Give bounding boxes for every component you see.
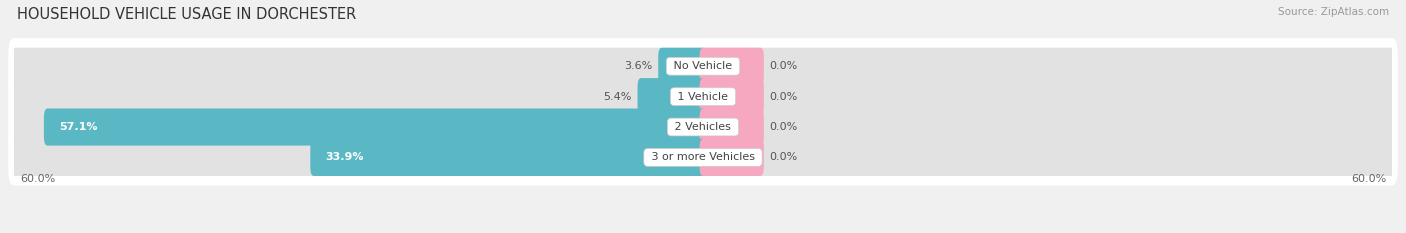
FancyBboxPatch shape	[11, 48, 706, 85]
FancyBboxPatch shape	[700, 48, 1395, 85]
Text: Source: ZipAtlas.com: Source: ZipAtlas.com	[1278, 7, 1389, 17]
FancyBboxPatch shape	[8, 99, 1398, 155]
Text: 0.0%: 0.0%	[769, 92, 797, 102]
Text: HOUSEHOLD VEHICLE USAGE IN DORCHESTER: HOUSEHOLD VEHICLE USAGE IN DORCHESTER	[17, 7, 356, 22]
FancyBboxPatch shape	[11, 139, 706, 176]
FancyBboxPatch shape	[700, 139, 763, 176]
Text: 60.0%: 60.0%	[1351, 174, 1386, 184]
Text: 5.4%: 5.4%	[603, 92, 631, 102]
Text: 1 Vehicle: 1 Vehicle	[675, 92, 731, 102]
FancyBboxPatch shape	[8, 69, 1398, 125]
Text: 0.0%: 0.0%	[769, 61, 797, 71]
FancyBboxPatch shape	[700, 139, 1395, 176]
Text: 2 Vehicles: 2 Vehicles	[671, 122, 735, 132]
FancyBboxPatch shape	[44, 109, 706, 146]
FancyBboxPatch shape	[637, 78, 706, 115]
Text: 3 or more Vehicles: 3 or more Vehicles	[648, 152, 758, 162]
FancyBboxPatch shape	[8, 129, 1398, 185]
FancyBboxPatch shape	[700, 78, 1395, 115]
Text: No Vehicle: No Vehicle	[671, 61, 735, 71]
Text: 60.0%: 60.0%	[20, 174, 55, 184]
FancyBboxPatch shape	[658, 48, 706, 85]
FancyBboxPatch shape	[700, 109, 763, 146]
Legend: Owner-occupied, Renter-occupied: Owner-occupied, Renter-occupied	[581, 230, 825, 233]
Text: 0.0%: 0.0%	[769, 122, 797, 132]
Text: 0.0%: 0.0%	[769, 152, 797, 162]
FancyBboxPatch shape	[11, 78, 706, 115]
FancyBboxPatch shape	[311, 139, 706, 176]
FancyBboxPatch shape	[11, 109, 706, 146]
Text: 33.9%: 33.9%	[325, 152, 364, 162]
Text: 57.1%: 57.1%	[59, 122, 97, 132]
Text: 3.6%: 3.6%	[624, 61, 652, 71]
FancyBboxPatch shape	[700, 48, 763, 85]
FancyBboxPatch shape	[8, 38, 1398, 94]
FancyBboxPatch shape	[700, 109, 1395, 146]
FancyBboxPatch shape	[700, 78, 763, 115]
